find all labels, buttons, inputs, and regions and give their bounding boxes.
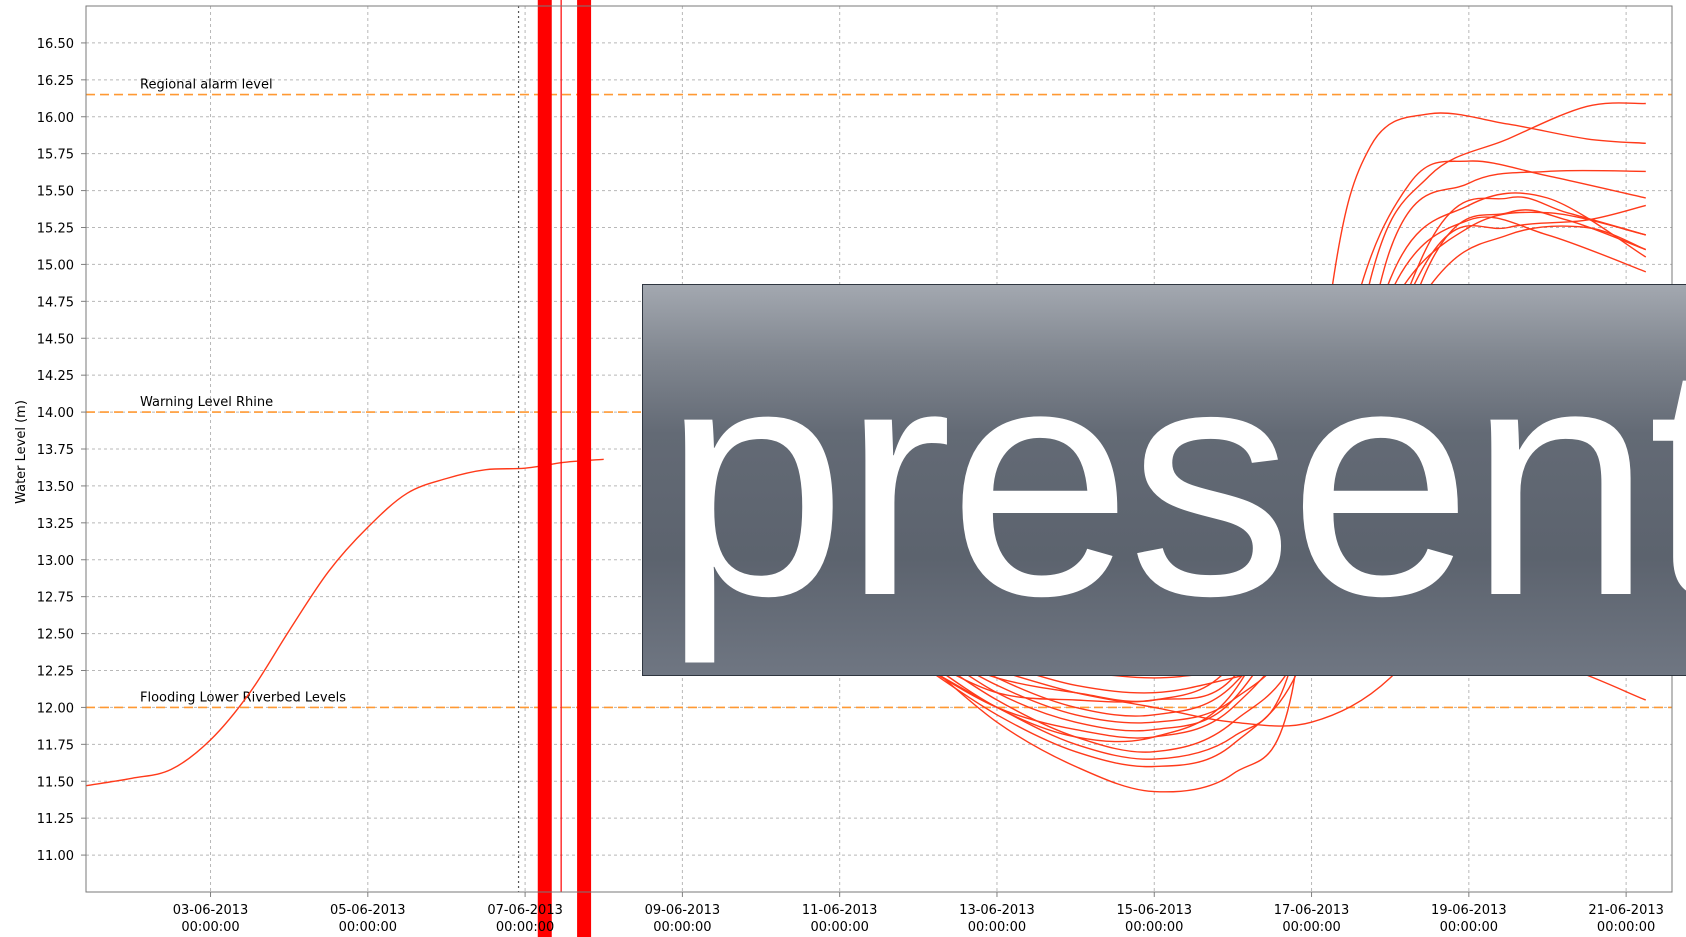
x-tick-time: 00:00:00: [181, 920, 239, 935]
y-tick-label: 13.00: [37, 554, 74, 569]
reference-line-label: Regional alarm level: [140, 78, 273, 93]
y-axis-title: Water Level (m): [14, 400, 29, 504]
series-line: [85, 458, 604, 787]
y-tick-label: 15.50: [37, 185, 74, 200]
reference-line-label: Flooding Lower Riverbed Levels: [140, 690, 346, 705]
reference-line-label: Warning Level Rhine: [140, 395, 273, 410]
y-tick-label: 13.50: [37, 480, 74, 495]
x-tick-date: 07-06-2013: [487, 903, 563, 918]
x-tick-time: 00:00:00: [1597, 920, 1655, 935]
x-tick-time: 00:00:00: [968, 920, 1026, 935]
y-tick-label: 15.75: [37, 148, 74, 163]
x-tick-time: 00:00:00: [496, 920, 554, 935]
y-tick-label: 16.50: [37, 37, 74, 52]
y-tick-label: 11.00: [37, 849, 74, 864]
x-tick-date: 11-06-2013: [802, 903, 878, 918]
x-tick-time: 00:00:00: [810, 920, 868, 935]
y-tick-label: 12.50: [37, 628, 74, 643]
time-markers: [517, 0, 592, 937]
present-overlay: present: [642, 284, 1686, 676]
x-tick-date: 19-06-2013: [1431, 903, 1507, 918]
y-tick-label: 15.00: [37, 258, 74, 273]
y-tick-label: 15.25: [37, 222, 74, 237]
y-tick-label: 11.75: [37, 738, 74, 753]
x-tick-date: 13-06-2013: [959, 903, 1035, 918]
y-tick-label: 14.00: [37, 406, 74, 421]
x-tick-time: 00:00:00: [339, 920, 397, 935]
x-tick-time: 00:00:00: [1125, 920, 1183, 935]
y-tick-label: 14.25: [37, 369, 74, 384]
present-overlay-label: present: [663, 295, 1686, 664]
y-tick-label: 12.25: [37, 665, 74, 680]
y-tick-label: 16.00: [37, 111, 74, 126]
y-tick-label: 14.50: [37, 332, 74, 347]
y-tick-label: 12.75: [37, 591, 74, 606]
x-tick-date: 17-06-2013: [1274, 903, 1350, 918]
y-tick-label: 16.25: [37, 74, 74, 89]
x-tick-date: 05-06-2013: [330, 903, 406, 918]
y-tick-label: 12.00: [37, 701, 74, 716]
y-tick-label: 13.75: [37, 443, 74, 458]
x-tick-time: 00:00:00: [653, 920, 711, 935]
y-tick-label: 14.75: [37, 295, 74, 310]
x-tick-time: 00:00:00: [1282, 920, 1340, 935]
axes: 16.50 16.25 16.00 15.75 15.50 15.25 15.00 14.75…: [37, 5, 1673, 935]
y-tick-label: 11.50: [37, 775, 74, 790]
y-tick-label: 11.25: [37, 812, 74, 827]
x-tick-date: 09-06-2013: [645, 903, 721, 918]
x-tick-date: 21-06-2013: [1588, 903, 1664, 918]
x-tick-date: 03-06-2013: [173, 903, 249, 918]
y-tick-label: 13.25: [37, 517, 74, 532]
x-tick-date: 15-06-2013: [1116, 903, 1192, 918]
x-tick-time: 00:00:00: [1440, 920, 1498, 935]
